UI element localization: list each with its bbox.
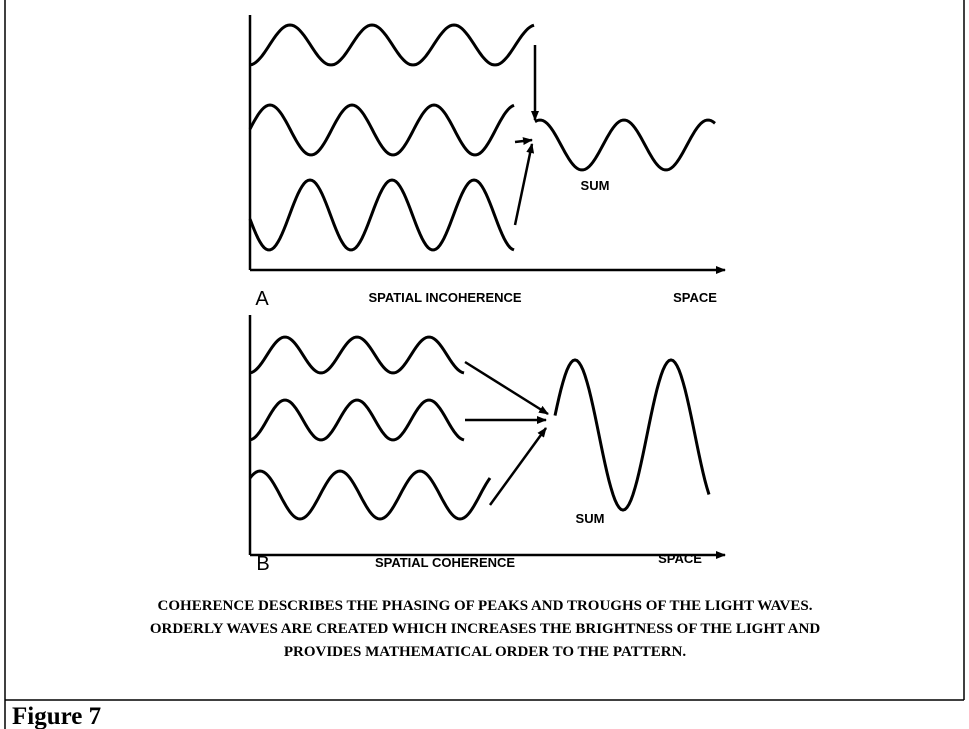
caption-line: COHERENCE DESCRIBES THE PHASING OF PEAKS… [158, 598, 813, 614]
diagram-title: SPATIAL INCOHERENCE [368, 290, 521, 305]
axis-label: SPACE [673, 290, 717, 305]
figure-label: Figure 7 [12, 703, 101, 729]
caption-line: PROVIDES MATHEMATICAL ORDER TO THE PATTE… [284, 644, 687, 660]
diagram-title: SPATIAL COHERENCE [375, 555, 515, 570]
wave [248, 103, 515, 157]
arrow [513, 143, 535, 226]
diagram-label: A [255, 288, 269, 310]
arrow [514, 137, 533, 146]
diagram-label: B [256, 553, 269, 575]
wave [249, 335, 465, 375]
wave [553, 358, 711, 512]
axis-label: SPACE [658, 551, 702, 566]
sum-label: SUM [576, 511, 605, 526]
wave [248, 469, 492, 521]
wave [534, 118, 716, 172]
wave [249, 23, 535, 67]
wave [248, 178, 515, 252]
waves [248, 23, 716, 521]
arrow [488, 427, 548, 506]
sum-label: SUM [581, 178, 610, 193]
caption-line: ORDERLY WAVES ARE CREATED WHICH INCREASE… [150, 621, 821, 637]
wave [249, 398, 465, 442]
arrow [464, 360, 549, 416]
